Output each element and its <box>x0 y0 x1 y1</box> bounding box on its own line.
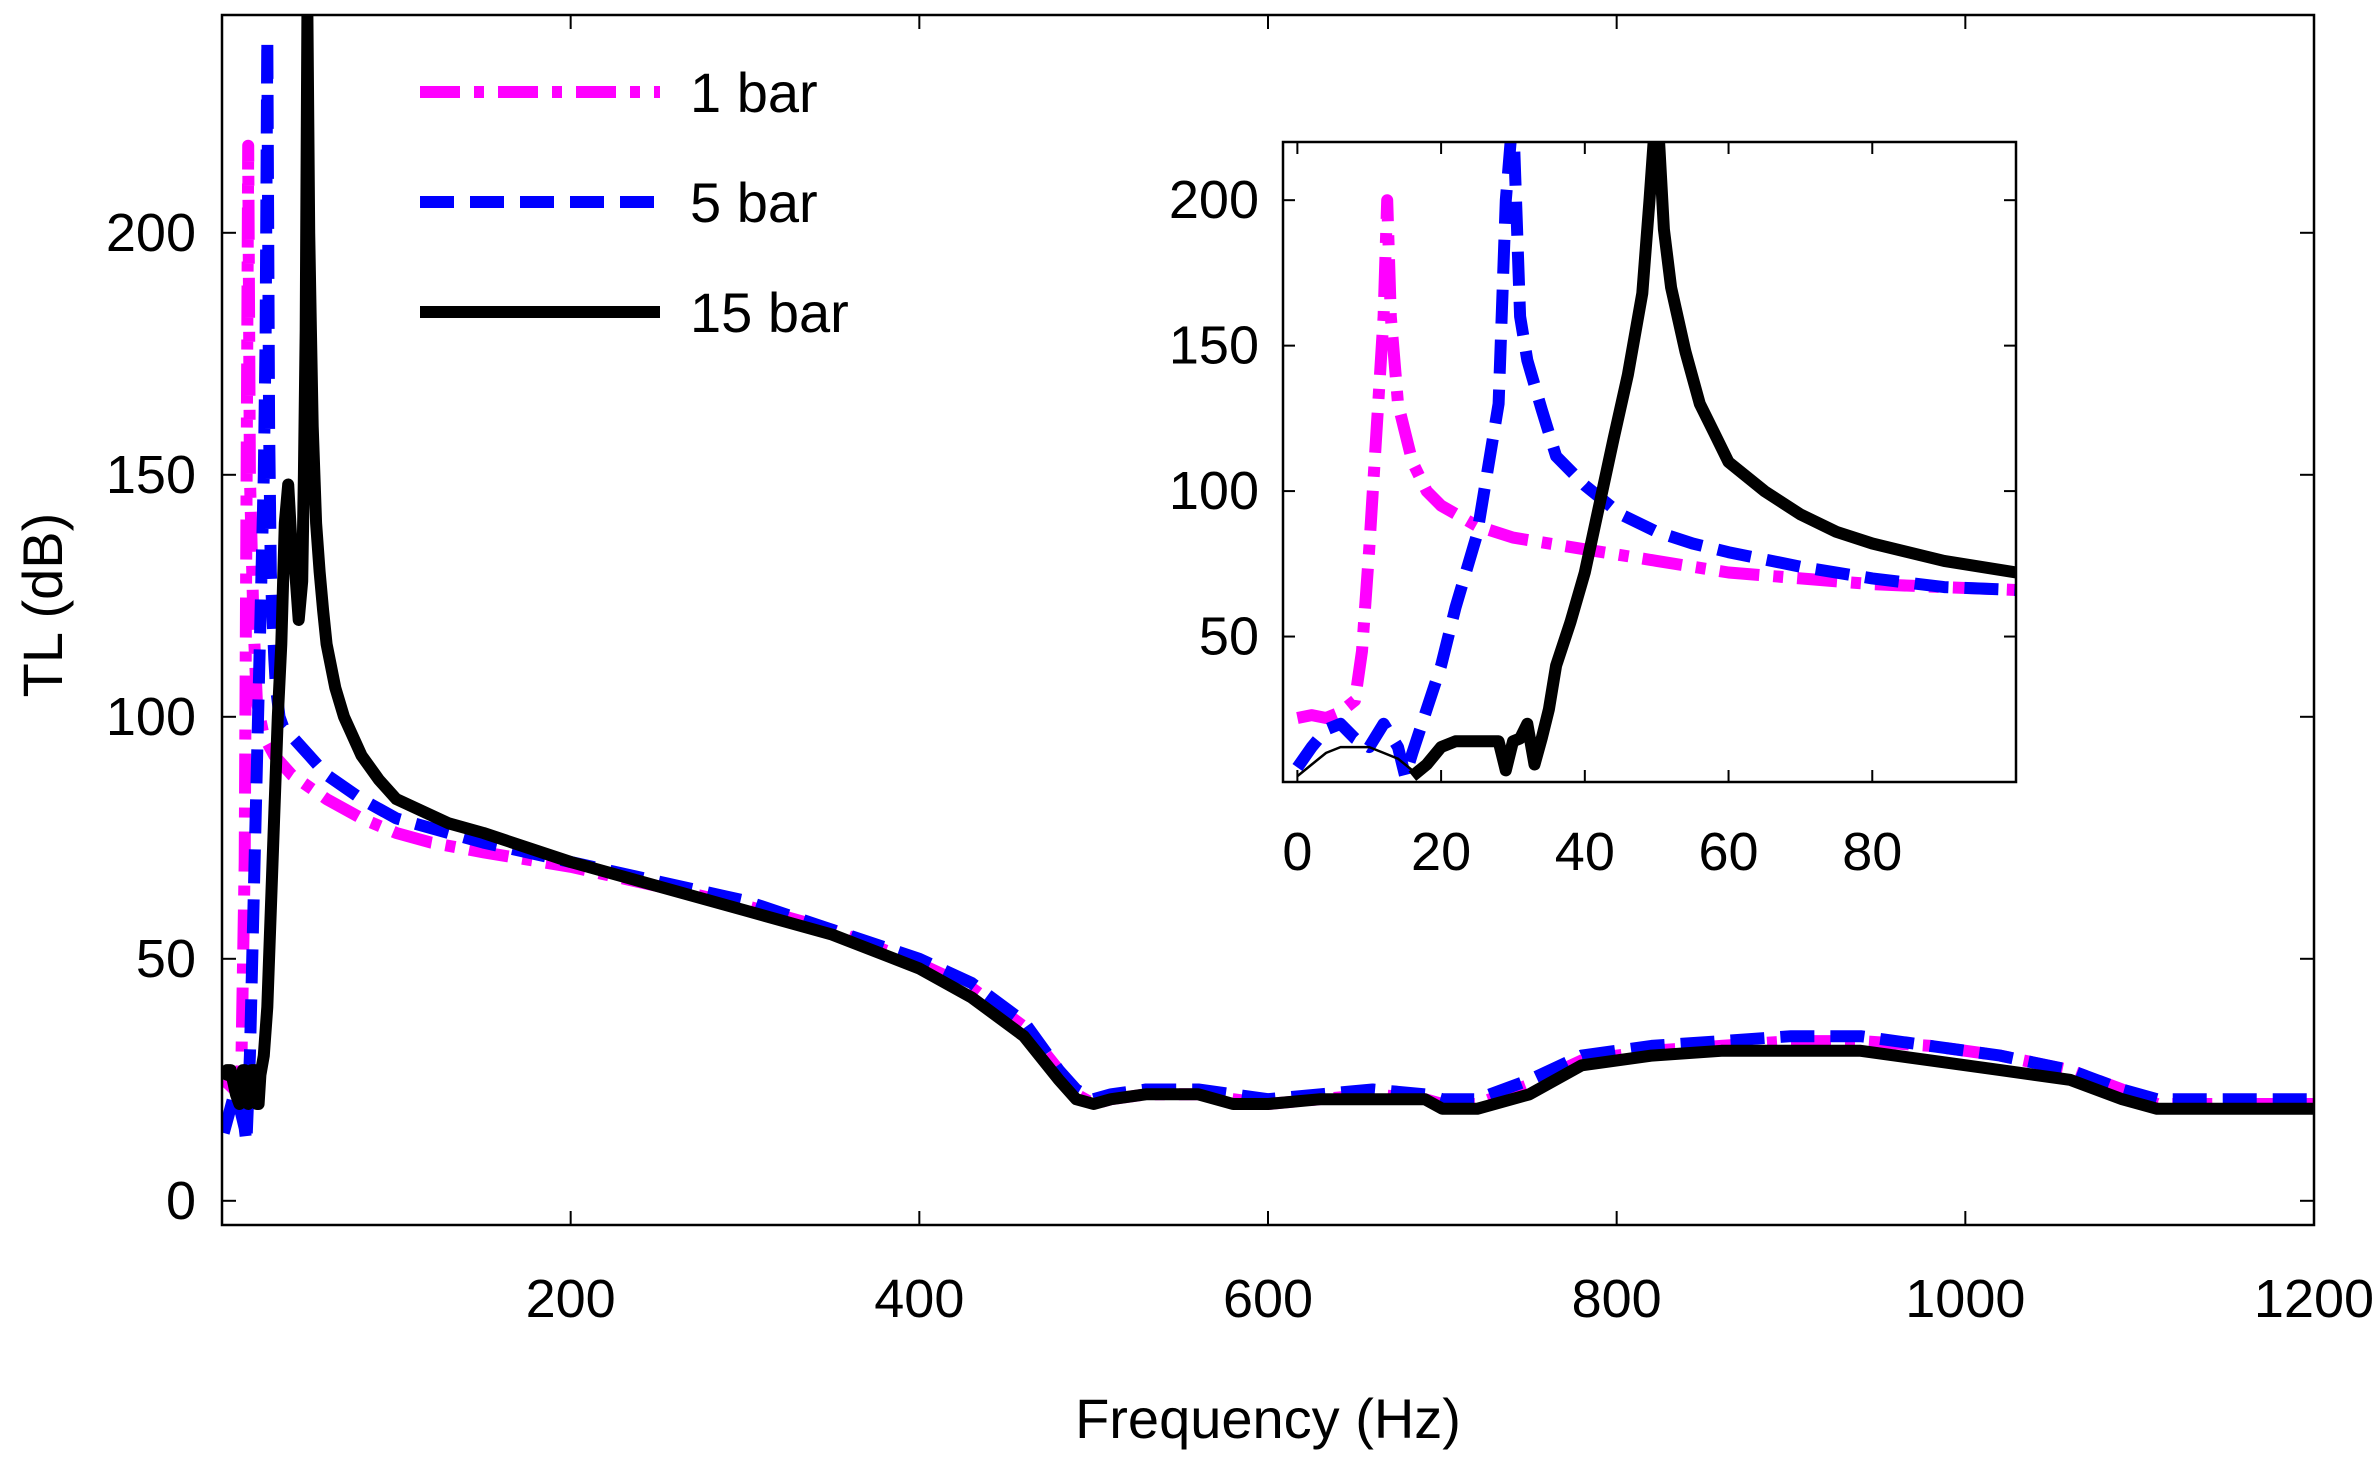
inset-lines <box>1292 142 2016 782</box>
y-axis-label: TL (dB) <box>11 513 74 698</box>
main-x-tick-label: 400 <box>874 1269 964 1329</box>
legend-label-1-bar: 1 bar <box>690 61 818 124</box>
inset-y-tick-label: 200 <box>1169 170 1259 230</box>
main-y-tick-label: 150 <box>106 445 196 505</box>
inset-x-tick-label: 0 <box>1282 822 1312 882</box>
inset-plot: 0 20 40 60 80 50 100 150 200 <box>1169 140 2018 882</box>
legend-label-15-bar: 15 bar <box>690 281 849 344</box>
inset-x-tick-label: 40 <box>1555 822 1615 882</box>
inset-series-15-bar <box>1408 142 2016 781</box>
inset-x-tick-label: 60 <box>1699 822 1759 882</box>
main-series-5-bar <box>222 33 2314 1149</box>
main-y-tick-label: 50 <box>136 929 196 989</box>
main-series-15-bar <box>222 15 2314 1115</box>
legend: 1 bar 5 bar 15 bar <box>420 61 849 344</box>
main-y-tick-label: 200 <box>106 203 196 263</box>
main-y-tick-label: 100 <box>106 687 196 747</box>
inset-ticks: 0 20 40 60 80 50 100 150 200 <box>1169 142 2016 882</box>
inset-series-5-bar <box>1292 142 2016 782</box>
legend-label-5-bar: 5 bar <box>690 171 818 234</box>
main-x-tick-label: 600 <box>1223 1269 1313 1329</box>
inset-plot-frame <box>1281 140 2018 784</box>
main-lines <box>222 15 2314 1149</box>
inset-y-tick-label: 100 <box>1169 461 1259 521</box>
main-x-tick-label: 200 <box>526 1269 616 1329</box>
main-y-tick-label: 0 <box>166 1171 196 1231</box>
inset-y-tick-label: 150 <box>1169 316 1259 376</box>
main-x-tick-label: 800 <box>1572 1269 1662 1329</box>
x-axis-label: Frequency (Hz) <box>1075 1387 1461 1450</box>
inset-series-aux-3 <box>1296 745 1414 778</box>
main-x-tick-label: 1000 <box>1905 1269 2025 1329</box>
inset-y-tick-label: 50 <box>1199 607 1259 667</box>
inset-x-tick-label: 80 <box>1842 822 1902 882</box>
inset-series-1-bar <box>1296 194 2016 724</box>
inset-x-tick-label: 20 <box>1411 822 1471 882</box>
main-x-tick-label: 1200 <box>2254 1269 2374 1329</box>
